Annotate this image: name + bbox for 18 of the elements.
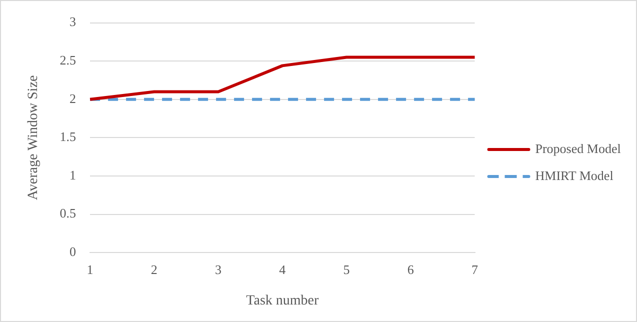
y-tick-label: 1	[70, 167, 76, 182]
x-tick-label: 1	[86, 262, 94, 277]
y-tick-label: 3	[70, 14, 76, 30]
x-tick-label: 5	[343, 262, 350, 277]
legend-label: Proposed Model	[535, 140, 622, 156]
x-tick-label: 2	[150, 262, 158, 277]
y-tick-label: 2	[70, 90, 76, 106]
y-tick-label: 2.5	[60, 52, 76, 68]
y-axis-title: Average Window Size	[26, 75, 42, 200]
y-tick-label: 1.5	[60, 129, 76, 144]
legend-label: HMIRT Model	[535, 168, 614, 183]
x-tick-label: 6	[407, 262, 414, 277]
x-tick-label: 3	[215, 262, 222, 277]
y-tick-label: 0	[70, 244, 76, 260]
x-tick-label: 4	[279, 262, 286, 277]
y-tick-label: 0.5	[60, 206, 76, 221]
x-axis-title: Task number	[246, 293, 319, 308]
x-tick-label: 7	[472, 262, 478, 277]
